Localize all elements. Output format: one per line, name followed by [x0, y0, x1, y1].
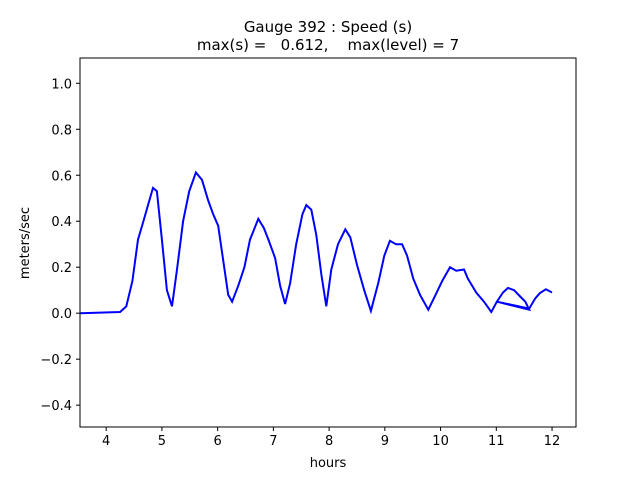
x-tick-label: 9 [381, 434, 389, 449]
chart-title-line2: max(s) = 0.612, max(level) = 7 [197, 36, 459, 54]
y-tick-label: 0.0 [51, 307, 72, 322]
x-tick-label: 11 [488, 434, 505, 449]
x-tick-label: 6 [214, 434, 222, 449]
x-tick-label: 5 [158, 434, 166, 449]
y-tick-label: −0.2 [40, 353, 72, 368]
x-tick-label: 12 [544, 434, 561, 449]
y-tick-label: 0.6 [51, 169, 72, 184]
y-tick-label: −0.4 [40, 399, 72, 414]
x-tick-label: 8 [325, 434, 333, 449]
axes-frame [79, 57, 577, 428]
x-tick-label: 10 [432, 434, 449, 449]
y-axis-label: meters/sec [18, 207, 33, 279]
y-tick-label: 0.8 [51, 123, 72, 138]
x-axis-label: hours [310, 456, 347, 471]
y-tick-label: 0.2 [51, 261, 72, 276]
y-tick-label: 0.4 [51, 215, 72, 230]
y-tick-label: 1.0 [51, 77, 72, 92]
x-tick-label: 7 [269, 434, 277, 449]
x-tick-label: 4 [102, 434, 110, 449]
series-line-speed [80, 170, 553, 315]
chart-title-line1: Gauge 392 : Speed (s) [244, 18, 412, 36]
